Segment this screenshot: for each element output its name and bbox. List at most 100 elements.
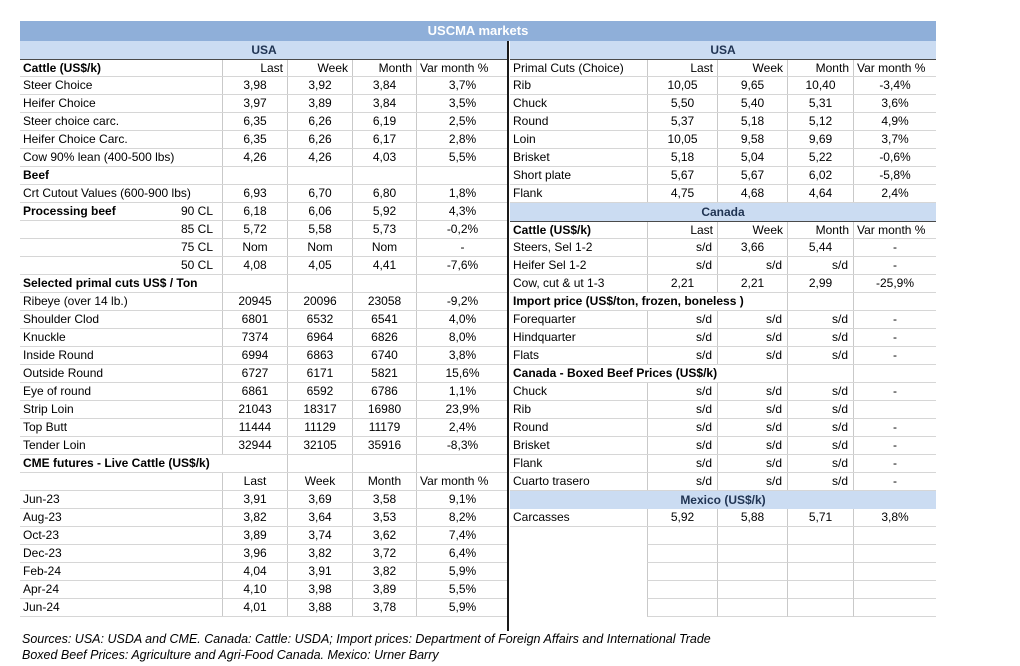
cell-var: 3,6%: [853, 95, 936, 112]
table-row: Flats s/d s/d s/d -: [510, 347, 936, 365]
cell: [853, 527, 936, 545]
cell-var: 15,6%: [416, 365, 508, 382]
row-label-text: Steer choice carc.: [23, 114, 120, 128]
region-band: USA: [510, 41, 936, 59]
table-row: 50 CL 4,08 4,05 4,41 -7,6%: [20, 257, 508, 275]
row-label: Strip Loin: [20, 401, 222, 418]
row-label: Steer Choice: [20, 77, 222, 94]
cell-var: -9,2%: [416, 293, 508, 310]
table-row: 85 CL 5,72 5,58 5,73 -0,2%: [20, 221, 508, 239]
cell-month: 5,73: [352, 221, 416, 238]
cell-var: 5,9%: [416, 599, 508, 616]
cell-month: 5,71: [787, 509, 853, 526]
cell-var: -0,2%: [416, 221, 508, 238]
column-header: Month: [352, 473, 416, 490]
cell-var: 6,4%: [416, 545, 508, 562]
table-row: Last Week Month Var month %: [20, 473, 508, 491]
table-row: Carcasses 5,92 5,88 5,71 3,8%: [510, 509, 936, 527]
row-label: Inside Round: [20, 347, 222, 364]
cell: [416, 275, 508, 292]
row-label: Cuarto trasero: [510, 473, 647, 490]
table-row: [510, 599, 936, 617]
cell-month: 3,62: [352, 527, 416, 544]
row-label-text: Tender Loin: [23, 438, 86, 452]
cell-month: 11179: [352, 419, 416, 436]
cell: [717, 527, 787, 545]
cell: [717, 545, 787, 563]
cell-last: 6861: [222, 383, 287, 400]
cell: [647, 545, 717, 563]
cell-last: 3,89: [222, 527, 287, 544]
cell-last: s/d: [647, 347, 717, 364]
table-row: Feb-24 4,04 3,91 3,82 5,9%: [20, 563, 508, 581]
cell-month: 5,22: [787, 149, 853, 166]
row-label: Flank: [510, 185, 647, 202]
row-label: Chuck: [510, 383, 647, 400]
cell-var: 4,9%: [853, 113, 936, 130]
cell-last: s/d: [647, 311, 717, 328]
row-label: Apr-24: [20, 581, 222, 598]
cell-var: -3,4%: [853, 77, 936, 94]
row-label: Brisket: [510, 149, 647, 166]
row-label: [510, 581, 647, 599]
cell: [853, 599, 936, 617]
cell-week: Nom: [287, 239, 352, 256]
cell: [787, 563, 853, 581]
cell-month: s/d: [787, 257, 853, 274]
row-label-text: Flank: [513, 186, 543, 200]
cell: [287, 167, 352, 184]
table-row: Knuckle 7374 6964 6826 8,0%: [20, 329, 508, 347]
row-label-text: Cow, cut & ut 1-3: [513, 276, 605, 290]
cell-last: 4,08: [222, 257, 287, 274]
cell-var: -: [853, 311, 936, 328]
column-header: Month: [787, 222, 853, 238]
cell: [787, 365, 853, 382]
cell: [787, 581, 853, 599]
cell-last: 21043: [222, 401, 287, 418]
cell-last: 7374: [222, 329, 287, 346]
cell-week: s/d: [717, 329, 787, 346]
row-label: Carcasses: [510, 509, 647, 526]
row-label: [510, 545, 647, 563]
table-row: Rib s/d s/d s/d: [510, 401, 936, 419]
row-label: 75 CL: [20, 239, 222, 256]
cell-week: s/d: [717, 347, 787, 364]
cell-last: 10,05: [647, 131, 717, 148]
table-row: Crt Cutout Values (600-900 lbs) 6,93 6,70 6…: [20, 185, 508, 203]
cell-week: 9,58: [717, 131, 787, 148]
row-sublabel: 85 CL: [180, 222, 213, 236]
row-label-text: Loin: [513, 132, 536, 146]
section-header: Canada - Boxed Beef Prices (US$/k): [513, 366, 718, 380]
cell-var: 5,5%: [416, 581, 508, 598]
table-row: Cattle (US$/k) Last Week Month Var month %: [20, 59, 508, 77]
cell-week: s/d: [717, 383, 787, 400]
column-header: Month: [352, 60, 416, 76]
cell-week: 5,88: [717, 509, 787, 526]
row-label: Forequarter: [510, 311, 647, 328]
cell-week: 6,26: [287, 113, 352, 130]
table-row: Shoulder Clod 6801 6532 6541 4,0%: [20, 311, 508, 329]
column-header: Week: [717, 222, 787, 238]
cell-var: 1,8%: [416, 185, 508, 202]
table-row: Heifer Sel 1-2 s/d s/d s/d -: [510, 257, 936, 275]
table-row: Cow 90% lean (400-500 lbs) 4,26 4,26 4,03 5,…: [20, 149, 508, 167]
cell-week: 3,91: [287, 563, 352, 580]
row-label: Rib: [510, 401, 647, 418]
column-header: Last: [647, 222, 717, 238]
cell-last: 4,04: [222, 563, 287, 580]
row-label-text: Aug-23: [23, 510, 62, 524]
table-row: Chuck 5,50 5,40 5,31 3,6%: [510, 95, 936, 113]
table-row: Heifer Choice Carc. 6,35 6,26 6,17 2,8%: [20, 131, 508, 149]
cell: [853, 563, 936, 581]
cell-last: Nom: [222, 239, 287, 256]
cell-month: 6,02: [787, 167, 853, 184]
row-group-label: Cattle (US$/k): [513, 223, 592, 237]
region-band: USA: [20, 41, 508, 59]
table-row: Oct-23 3,89 3,74 3,62 7,4%: [20, 527, 508, 545]
cell: [352, 167, 416, 184]
cell-week: 6532: [287, 311, 352, 328]
cell-var: 4,0%: [416, 311, 508, 328]
table-row: Ribeye (over 14 lb.) 20945 20096 23058 -9,2%: [20, 293, 508, 311]
cell-last: s/d: [647, 383, 717, 400]
table-row: Rib 10,05 9,65 10,40 -3,4%: [510, 77, 936, 95]
